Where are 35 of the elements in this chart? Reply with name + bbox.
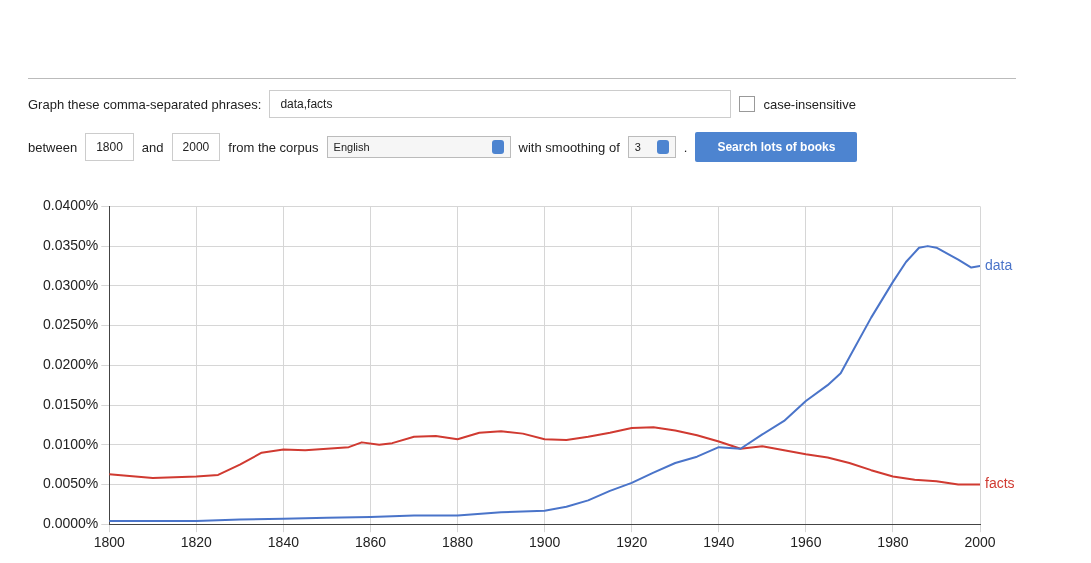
text-field: 2000 (171, 133, 221, 161)
text: from the corpus (228, 139, 319, 155)
dropdown-field: English (326, 136, 511, 158)
x-tick-label: 1960 (790, 534, 822, 551)
text-field: data,facts (269, 90, 732, 118)
x-tick-label: 1820 (180, 534, 213, 551)
y-tick-label: 0.0000% (42, 515, 99, 532)
text: . (683, 139, 688, 155)
x-tick-label: 1980 (877, 534, 909, 551)
y-tick-label: 0.0250% (42, 316, 99, 333)
x-tick-label: 1940 (703, 534, 735, 551)
x-tick-label: 1880 (441, 534, 474, 551)
y-tick-label: 0.0400% (42, 197, 99, 214)
x-tick-label: 1900 (529, 534, 561, 551)
series-label: facts (985, 475, 1015, 492)
y-tick-label: 0.0350% (42, 236, 99, 253)
x-tick-label: 2000 (964, 534, 996, 551)
x-tick-label: 1860 (354, 534, 387, 551)
y-tick-label: 0.0100% (42, 435, 99, 452)
text-field: 1800 (85, 133, 134, 161)
y-tick-label: 0.0200% (42, 356, 99, 373)
text: case-insensitive (763, 96, 856, 112)
x-tick-label: 1920 (616, 534, 648, 551)
text: with smoothing of (518, 139, 620, 155)
y-tick-label: 0.0150% (42, 395, 99, 412)
y-tick-label: 0.0050% (42, 475, 99, 492)
y-tick-label: 0.0300% (42, 276, 99, 293)
x-tick-label: 1840 (267, 534, 300, 551)
text: Graph these comma-separated phrases: (28, 96, 262, 112)
x-tick-label: 1800 (93, 534, 126, 551)
text: between (28, 139, 78, 155)
dropdown-field: 3 (627, 136, 676, 158)
text: and (141, 139, 164, 155)
series-label: data (985, 256, 1013, 273)
button: Search lots of books (695, 132, 858, 162)
